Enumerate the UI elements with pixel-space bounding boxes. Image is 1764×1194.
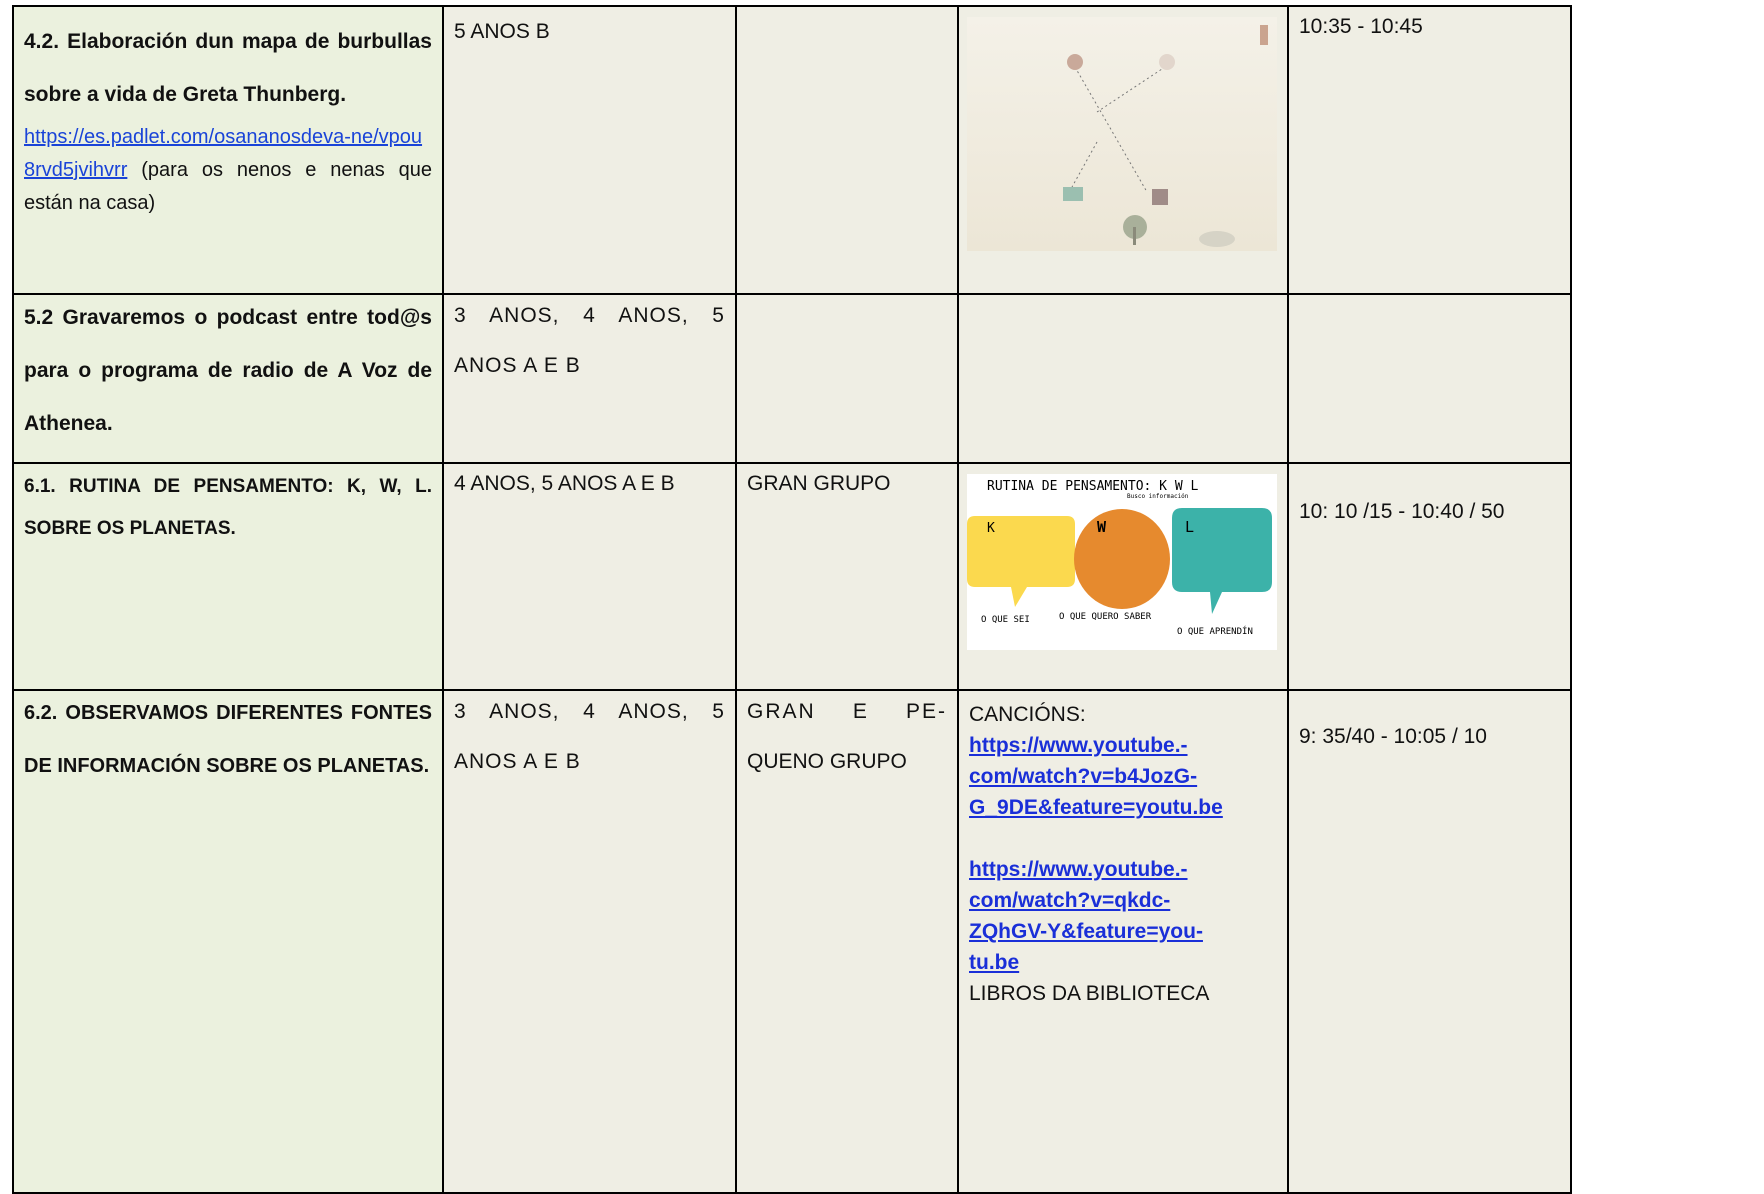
link-line[interactable]: https://www.youtube.-: [969, 734, 1188, 757]
activity-title: 6.1. RUTINA DE PENSAMENTO: K, W, L. SOBR…: [24, 476, 432, 539]
link-line[interactable]: ZQhGV-Y&feature=you-: [969, 920, 1203, 943]
row: 6.2. OBSERVAMOS DIFERENTES FONTES DE INF…: [12, 689, 1572, 1194]
link-line[interactable]: com/watch?v=qkdc-: [969, 889, 1171, 912]
cell: 6.2. OBSERVAMOS DIFERENTES FONTES DE INF…: [12, 689, 444, 1194]
cell: [957, 293, 1289, 464]
cell: CANCIÓNS: https://www.youtube.- com/watch…: [957, 689, 1289, 1194]
time: 10: 10 /15 - 10:40 / 50: [1299, 500, 1505, 523]
cell: 9: 35/40 - 10:05 / 10: [1287, 689, 1572, 1194]
groups: 5 ANOS B: [454, 20, 550, 43]
links: https://www.youtube.- com/watch?v=b4JozG-…: [969, 730, 1277, 978]
plan-table: 4.2. Elaboración dun mapa de burbullas s…: [12, 5, 1572, 1194]
kwl-image: RUTINA DE PENSAMENTO: K W L K W L Busco …: [967, 474, 1277, 650]
image-title: RUTINA DE PENSAMENTO: K W L: [987, 479, 1198, 494]
l-caption: O QUE APRENDÍN: [1177, 625, 1253, 637]
row: 6.1. RUTINA DE PENSAMENTO: K, W, L. SOBR…: [12, 462, 1572, 691]
grouping: GRAN E PE-: [747, 700, 947, 723]
grouping: GRAN GRUPO: [747, 472, 891, 495]
groups: 3 ANOS, 4 ANOS, 5 ANOS A E B: [454, 700, 725, 773]
resources-label: CANCIÓNS:: [969, 703, 1086, 726]
books: LIBROS DA BIBLIOTECA: [969, 982, 1210, 1005]
cell: 4.2. Elaboración dun mapa de burbullas s…: [12, 5, 444, 295]
cell: 3 ANOS, 4 ANOS, 5 ANOS A E B: [442, 689, 737, 1194]
k-label: K: [987, 521, 995, 536]
link-line[interactable]: com/watch?v=b4JozG-: [969, 765, 1198, 788]
time: 10:35 - 10:45: [1299, 15, 1423, 38]
activity-title: 4.2. Elaboración dun mapa de burbullas s…: [24, 30, 432, 106]
link[interactable]: https://es.padlet.com/osananosdeva-ne/vp…: [24, 126, 423, 181]
cell: 6.1. RUTINA DE PENSAMENTO: K, W, L. SOBR…: [12, 462, 444, 691]
link-group: https://www.youtube.- com/watch?v=b4JozG-…: [969, 730, 1277, 823]
padlet-image: [967, 17, 1277, 251]
cell: GRAN E PE- QUENO GRUPO: [735, 689, 959, 1194]
link-line[interactable]: tu.be: [969, 951, 1020, 974]
grouping: QUENO GRUPO: [747, 750, 907, 773]
row: 5.2 Gravaremos o podcast entre tod@s par…: [12, 293, 1572, 464]
note: (para os nenos e nenas que están na casa…: [24, 159, 432, 214]
groups: 4 ANOS, 5 ANOS A E B: [454, 472, 675, 495]
k-caption: O QUE SEI: [981, 615, 1030, 625]
cell: RUTINA DE PENSAMENTO: K W L K W L Busco …: [957, 462, 1289, 691]
search-label: Busco información: [1127, 493, 1189, 500]
link-line[interactable]: https://www.youtube.-: [969, 858, 1188, 881]
cell: 3 ANOS, 4 ANOS, 5 ANOS A E B: [442, 293, 737, 464]
cell: [1287, 293, 1572, 464]
w-label: W: [1097, 518, 1107, 536]
cell: 5 ANOS B: [442, 5, 737, 295]
activity-title: 6.2. OBSERVAMOS DIFERENTES FONTES DE INF…: [24, 702, 432, 777]
cell: GRAN GRUPO: [735, 462, 959, 691]
cell: 5.2 Gravaremos o podcast entre tod@s par…: [12, 293, 444, 464]
cell: 4 ANOS, 5 ANOS A E B: [442, 462, 737, 691]
l-label: L: [1185, 518, 1194, 536]
cell: [735, 5, 959, 295]
w-caption: O QUE QUERO SABER: [1059, 612, 1152, 622]
time: 9: 35/40 - 10:05 / 10: [1299, 725, 1487, 748]
cell: 10:35 - 10:45: [1287, 5, 1572, 295]
link-group: https://www.youtube.- com/watch?v=qkdc- ZQ…: [969, 854, 1277, 978]
activity-title: 5.2 Gravaremos o podcast entre tod@s par…: [24, 306, 432, 435]
row: 4.2. Elaboración dun mapa de burbullas s…: [12, 5, 1572, 295]
cell: [957, 5, 1289, 295]
cell: 10: 10 /15 - 10:40 / 50: [1287, 462, 1572, 691]
groups: 3 ANOS, 4 ANOS, 5 ANOS A E B: [454, 304, 725, 377]
cell: [735, 293, 959, 464]
link-line[interactable]: G_9DE&feature=youtu.be: [969, 796, 1223, 819]
activity-note: https://es.padlet.com/osananosdeva-ne/vp…: [24, 121, 432, 220]
